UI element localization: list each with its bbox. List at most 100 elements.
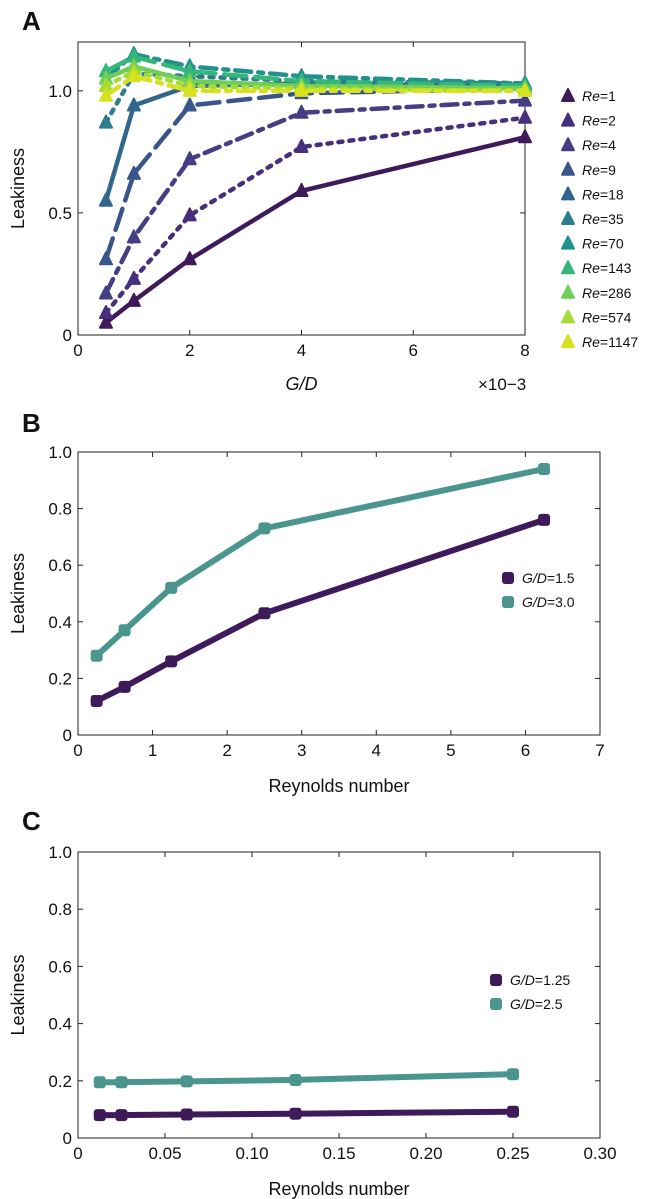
panel-c-x-tick-label: 0.05 [148, 1144, 181, 1163]
legend-series-name: =143 [600, 260, 632, 276]
legend-series-name: =3.0 [547, 594, 575, 610]
panel-a-data-point [98, 87, 113, 102]
panel-b-data-point [90, 649, 103, 662]
panel-b-series-line [93, 516, 548, 704]
panel-b-legend-marker [502, 596, 514, 608]
panel-a-legend-label: Re=18 [582, 186, 624, 202]
panel-a-legend-label: Re=143 [582, 260, 632, 276]
legend-series-name: =35 [600, 211, 624, 227]
panel-c-x-tick-label: 0.30 [583, 1144, 616, 1163]
panel-a-data-point [294, 138, 309, 153]
panel-b-x-axis-label: Reynolds number [268, 776, 409, 796]
legend-prefix: G/D [510, 972, 535, 988]
legend-series-name: =18 [600, 186, 624, 202]
legend-prefix: Re [582, 285, 600, 301]
panel-a-legend-marker [561, 161, 575, 176]
panel-c-data-point [289, 1073, 302, 1086]
panel-b-data-point [538, 513, 551, 526]
panel-c-data-point [180, 1108, 193, 1121]
panel-b-legend-marker [502, 572, 514, 584]
panel-a-data-point [518, 82, 532, 97]
panel-a-legend-marker [561, 211, 575, 225]
panel-a-legend-marker [561, 309, 575, 324]
legend-series-name: =70 [600, 236, 624, 252]
panel-a-data-point [518, 92, 532, 107]
panel-a-legend-marker [561, 88, 575, 102]
legend-prefix: Re [582, 334, 600, 350]
panel-a-data-point [98, 285, 113, 300]
legend-prefix: Re [582, 88, 600, 104]
panel-c: C 0 0.05 0.10 0.15 0.20 0.25 0.30 0 0.2 0.4 0.6 0.8 1… [8, 806, 617, 1199]
panel-a-data-point [98, 114, 113, 129]
panel-a-legend-marker [561, 334, 575, 348]
panel-b-x-tick-label: 6 [521, 741, 530, 760]
panel-a-data-point [126, 97, 141, 112]
panel-a-x-axis-label: G/D [285, 374, 317, 394]
panel-b-data-point [258, 522, 271, 535]
panel-a-legend-marker [561, 284, 575, 299]
panel-b-data-point [165, 655, 178, 668]
legend-series-name: =9 [600, 162, 616, 178]
panel-c-data-point [507, 1105, 519, 1118]
panel-a-data-point [294, 182, 309, 197]
panel-a-data-point [126, 229, 141, 244]
panel-a-series-line [103, 134, 528, 326]
panel-c-x-tick-label: 0.10 [235, 1144, 268, 1163]
panel-c-data-point [93, 1076, 106, 1089]
legend-series-name: =4 [600, 137, 616, 153]
panel-b-letter: B [22, 408, 41, 438]
legend-series-name: =1.25 [535, 972, 571, 988]
panel-b-legend-label: G/D=1.5 [522, 570, 575, 586]
panel-a-series-line [103, 98, 528, 296]
panel-b: B 0 1 2 3 4 5 6 7 0 0.2 0.4 0.6 0.8 1.0 Reynolds number… [8, 408, 605, 796]
panel-a-data-point [126, 270, 141, 285]
panel-a-legend-label: Re=70 [582, 236, 624, 252]
legend-prefix: Re [582, 260, 600, 276]
panel-b-y-tick-label: 0 [63, 726, 72, 745]
panel-c-y-tick-label: 0 [63, 1129, 72, 1148]
legend-series-name: =1.5 [547, 570, 575, 586]
panel-b-x-tick-label: 0 [73, 741, 82, 760]
panel-c-x-tick-label: 0.25 [496, 1144, 529, 1163]
legend-prefix: G/D [522, 594, 547, 610]
panel-a-data-point [182, 82, 197, 97]
panel-b-series-line [93, 466, 548, 659]
panel-a: A0 2 4 6 800.51.0G/DLeakiness×10−3Re=1Re=2Re… [8, 6, 638, 394]
panel-a-legend-label: Re=35 [582, 211, 624, 227]
panel-a-legend-label: Re=574 [582, 309, 632, 325]
panel-a-data-point [182, 207, 197, 222]
panel-a-y-axis-label: Leakiness [8, 148, 28, 229]
panel-c-series-line [96, 1071, 516, 1086]
panel-c-legend-label: G/D=2.5 [510, 996, 563, 1012]
panel-a-letter: A [22, 6, 41, 36]
legend-series-name: =574 [600, 309, 632, 325]
panel-b-x-tick-label: 7 [595, 741, 604, 760]
panel-b-y-tick-label: 0.2 [48, 669, 72, 688]
panel-a-x-multiplier-label: ×10−3 [478, 375, 526, 394]
panel-a-x-tick-label: 2 [185, 341, 194, 360]
panel-a-legend-label: Re=286 [582, 285, 632, 301]
panel-a-y-tick-label: 1.0 [48, 82, 72, 101]
panel-a-legend-label: Re=2 [582, 113, 616, 129]
legend-prefix: Re [582, 211, 600, 227]
panel-b-x-tick-label: 5 [446, 741, 455, 760]
panel-a-legend-label: Re=9 [582, 162, 616, 178]
panel-c-data-point [507, 1068, 519, 1081]
panel-b-x-tick-label: 2 [222, 741, 231, 760]
panel-b-data-point [165, 581, 178, 594]
panel-c-x-axis-label: Reynolds number [268, 1179, 409, 1199]
panel-a-data-point [126, 68, 141, 83]
panel-a-legend-marker [561, 137, 575, 152]
panel-a-data-point [98, 251, 113, 266]
panel-c-letter: C [22, 806, 41, 836]
panel-b-data-point [538, 462, 551, 475]
panel-c-series-line [96, 1108, 516, 1119]
legend-prefix: Re [582, 162, 600, 178]
legend-series-name: =286 [600, 285, 632, 301]
panel-a-data-point [182, 151, 197, 166]
panel-b-data-point [258, 607, 271, 620]
panel-c-y-axis-label: Leakiness [8, 954, 28, 1035]
legend-series-name: =2.5 [535, 996, 563, 1012]
panel-b-y-tick-label: 0.4 [48, 613, 72, 632]
